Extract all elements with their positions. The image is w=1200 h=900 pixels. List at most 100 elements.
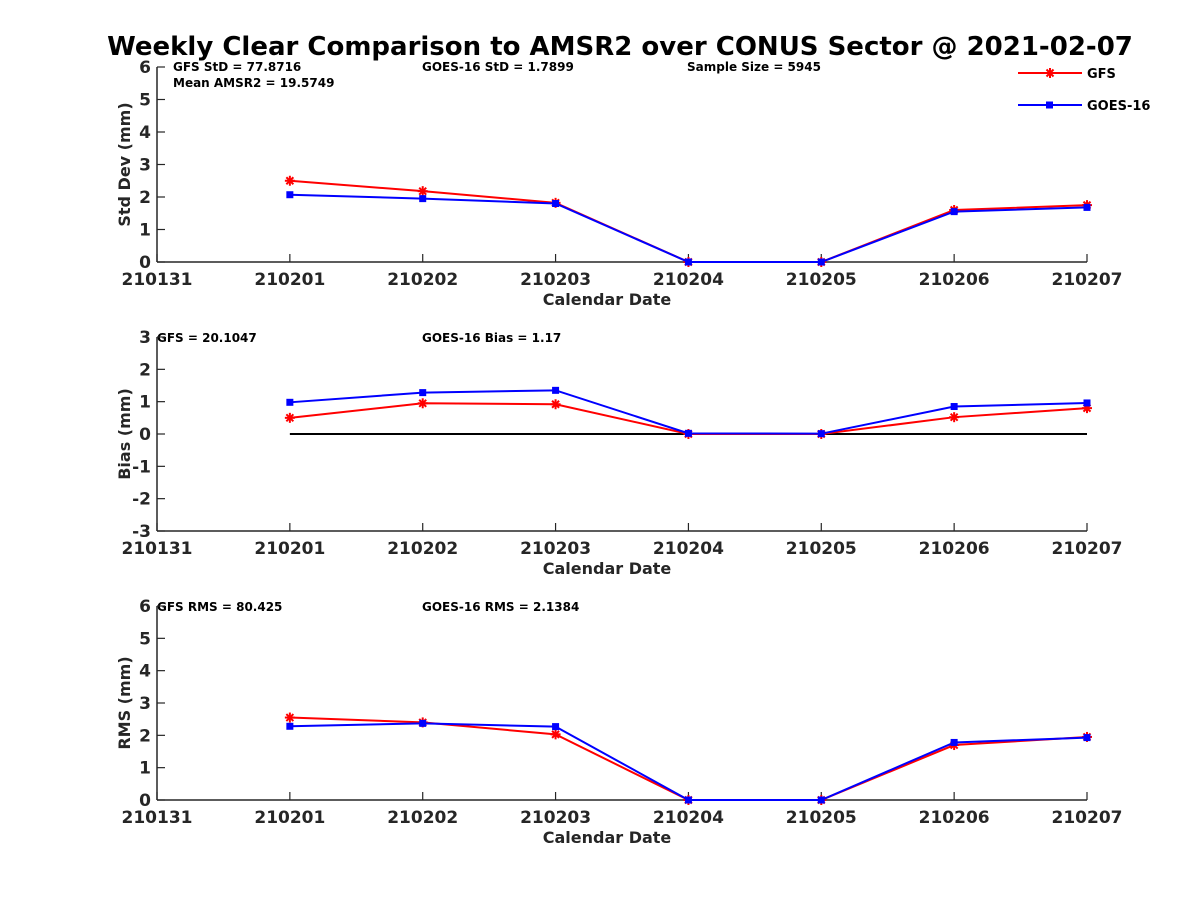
std-ytick-label: 2 [139,188,151,208]
legend-gfs-marker [1045,68,1055,78]
rms-goes-16-point [552,723,560,731]
rms-ytick-label: 6 [139,597,151,617]
std-gfs-stat: GFS StD = 77.8716 [173,60,301,74]
rms-xtick-label: 210207 [1052,808,1123,828]
std-goes-stat: GOES-16 StD = 1.7899 [422,60,574,74]
bias-xtick-label: 210206 [919,539,990,559]
std-gfs-point [417,186,428,197]
std-goes-16-point [950,208,958,216]
bias-xtick-label: 210204 [653,539,724,559]
bias-xlabel: Calendar Date [543,559,672,578]
rms-goes-16-point [1083,734,1091,742]
bias-gfs-point [417,398,428,409]
rms-ytick-label: 0 [139,791,151,811]
bias-xtick-label: 210131 [122,539,193,559]
bias-xtick-label: 210205 [786,539,857,559]
bias-goes-16-point [950,403,958,411]
bias-ytick-label: -2 [132,490,151,510]
std-ytick-label: 3 [139,156,151,176]
std-ytick-label: 1 [139,221,151,241]
rms-xtick-label: 210206 [919,808,990,828]
std-xtick-label: 210204 [653,270,724,290]
bias-goes-stat: GOES-16 Bias = 1.17 [422,331,561,345]
rms-ytick-label: 2 [139,726,151,746]
std-mean-amsr2-stat: Mean AMSR2 = 19.5749 [173,76,334,90]
legend: GFS GOES-16 [1018,67,1150,114]
bias-xtick-label: 210201 [254,539,325,559]
rms-ylabel: RMS (mm) [115,656,134,749]
figure-title: Weekly Clear Comparison to AMSR2 over CO… [107,32,1133,62]
rms-goes-stat: GOES-16 RMS = 2.1384 [422,600,579,614]
std-ytick-label: 5 [139,91,151,111]
rms-ytick-label: 1 [139,759,151,779]
legend-goes-label: GOES-16 [1087,99,1150,114]
rms-goes-16-point [817,796,825,804]
bias-xtick-label: 210207 [1052,539,1123,559]
bias-ytick-label: 0 [139,425,151,445]
rms-ytick-label: 3 [139,694,151,714]
bias-gfs-point [550,399,561,410]
bias-ytick-label: 2 [139,360,151,380]
std-ytick-label: 4 [139,123,151,143]
rms-goes-16-point [950,738,958,746]
rms-xtick-label: 210204 [653,808,724,828]
rms-xtick-label: 210205 [786,808,857,828]
rms-goes-16-point [419,719,427,727]
bias-ytick-label: 3 [139,328,151,348]
bias-goes-16-point [817,430,825,438]
std-ytick-label: 0 [139,253,151,273]
std-gfs-point [284,175,295,186]
bias-ytick-label: 1 [139,393,151,413]
std-panel: 0 1 2 3 4 5 6 210131 210201 210202 210203 210204 210… [115,58,1122,309]
rms-xtick-label: 210202 [387,808,458,828]
rms-ytick-label: 4 [139,662,151,682]
std-goes-16-point [419,195,427,203]
bias-gfs-stat: GFS = 20.1047 [157,331,257,345]
std-xlabel: Calendar Date [543,290,672,309]
std-xtick-label: 210131 [122,270,193,290]
bias-panel: -3 -2 -1 0 1 2 3 210131 210201 210202 210203 210204… [115,328,1122,578]
std-xtick-label: 210206 [919,270,990,290]
rms-gfs-point [284,712,295,723]
std-goes-16-point [684,258,692,266]
bias-xtick-label: 210202 [387,539,458,559]
std-ytick-label: 6 [139,58,151,78]
rms-goes-16-point [286,722,294,730]
rms-xtick-label: 210131 [122,808,193,828]
std-xtick-label: 210201 [254,270,325,290]
rms-goes-16-point [684,796,692,804]
rms-xlabel: Calendar Date [543,828,672,847]
bias-gfs-point [284,412,295,423]
bias-gfs-point [949,412,960,423]
bias-goes-16-point [286,398,294,406]
sample-size-stat: Sample Size = 5945 [687,60,821,74]
std-xtick-label: 210207 [1052,270,1123,290]
legend-gfs-label: GFS [1087,67,1116,82]
std-goes-16-point [552,200,560,207]
std-xtick-label: 210205 [786,270,857,290]
rms-xtick-label: 210203 [520,808,591,828]
bias-goes-16-point [552,386,560,394]
rms-gfs-point [550,729,561,740]
bias-goes-16-point [1083,399,1091,407]
rms-gfs-stat: GFS RMS = 80.425 [157,600,282,614]
bias-ylabel: Bias (mm) [115,388,134,480]
std-xtick-label: 210202 [387,270,458,290]
bias-ytick-label: -1 [132,457,151,477]
bias-ytick-label: -3 [132,522,151,542]
rms-ytick-label: 5 [139,629,151,649]
bias-goes-16-point [684,429,692,437]
rms-panel: 0 1 2 3 4 5 6 210131 210201 210202 210203 210204 210… [115,597,1122,847]
std-goes-16-point [286,191,294,199]
std-goes-16-point [817,258,825,266]
bias-goes-16-point [419,389,427,397]
bias-xtick-label: 210203 [520,539,591,559]
rms-xtick-label: 210201 [254,808,325,828]
std-goes-16-point [1083,203,1091,211]
legend-goes-marker [1046,101,1053,109]
std-xtick-label: 210203 [520,270,591,290]
std-ylabel: Std Dev (mm) [115,102,134,226]
